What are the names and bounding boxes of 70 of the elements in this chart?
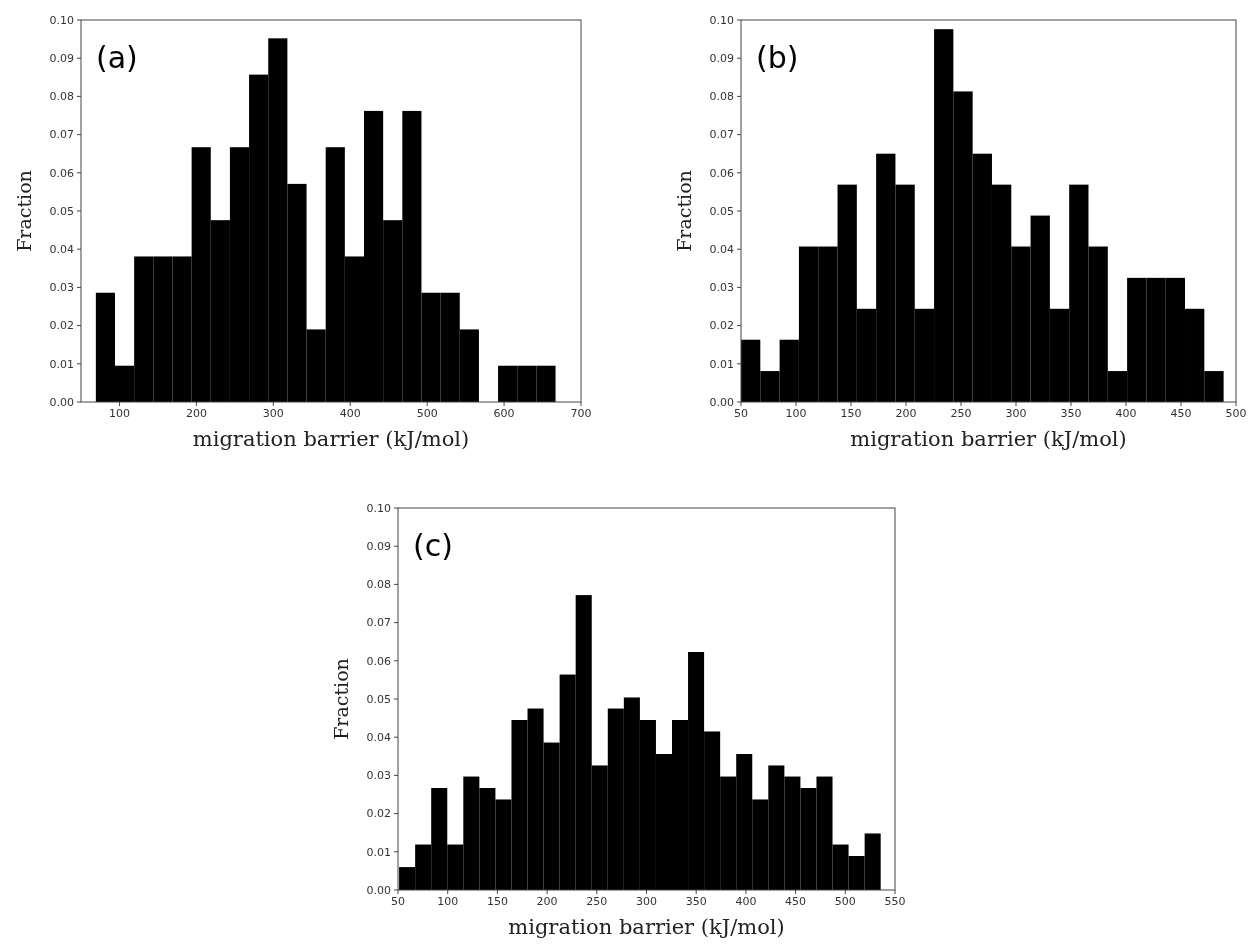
y-tick-label: 0.06 <box>49 166 74 180</box>
annotation: (a) <box>96 40 138 75</box>
y-tick-label: 0.05 <box>709 204 734 218</box>
x-tick-label: 100 <box>108 407 130 420</box>
y-tick-label: 0.09 <box>709 52 734 66</box>
x-tick-label: 150 <box>486 895 508 908</box>
x-tick-label: 700 <box>570 407 592 420</box>
y-tick-label: 0.00 <box>366 883 391 897</box>
y-tick-label: 0.03 <box>709 281 734 295</box>
x-tick-label: 200 <box>536 895 558 908</box>
x-tick-label: 250 <box>586 895 608 908</box>
x-tick-label: 250 <box>950 407 972 420</box>
y-tick-label: 0.09 <box>366 540 391 554</box>
y-tick-label: 0.05 <box>49 204 74 218</box>
x-tick-label: 300 <box>262 407 284 420</box>
x-tick-label: 50 <box>391 895 405 908</box>
x-tick-label: 300 <box>1005 407 1027 420</box>
x-tick-label: 50 <box>734 407 748 420</box>
y-tick-label: 0.04 <box>49 243 74 257</box>
x-tick-label: 600 <box>493 407 515 420</box>
x-tick-label: 100 <box>785 407 807 420</box>
y-tick-label: 0.05 <box>366 692 391 706</box>
x-tick-label: 500 <box>1225 407 1247 420</box>
y-tick-label: 0.02 <box>366 807 391 821</box>
y-tick-label: 0.07 <box>49 128 74 142</box>
x-tick-label: 450 <box>1170 407 1192 420</box>
x-tick-label: 500 <box>834 895 856 908</box>
y-tick-label: 0.09 <box>49 52 74 66</box>
x-tick-label: 450 <box>785 895 807 908</box>
y-tick-label: 0.02 <box>709 319 734 333</box>
y-tick-label: 0.06 <box>709 166 734 180</box>
y-tick-label: 0.04 <box>709 243 734 257</box>
y-tick-label: 0.04 <box>366 731 391 745</box>
y-tick-label: 0.08 <box>709 90 734 104</box>
y-tick-label: 0.03 <box>366 769 391 783</box>
y-tick-label: 0.10 <box>709 13 734 27</box>
x-tick-label: 400 <box>339 407 361 420</box>
y-tick-label: 0.01 <box>366 845 391 859</box>
y-tick-label: 0.03 <box>49 281 74 295</box>
x-tick-label: 350 <box>1060 407 1082 420</box>
y-axis-title: Fraction <box>673 170 695 252</box>
y-tick-label: 0.07 <box>366 616 391 630</box>
x-tick-label: 550 <box>884 895 906 908</box>
x-tick-label: 400 <box>735 895 757 908</box>
x-tick-label: 200 <box>185 407 207 420</box>
y-tick-label: 0.07 <box>709 128 734 142</box>
y-axis-title: Fraction <box>13 170 35 252</box>
x-axis-title: migration barrier (kJ/mol) <box>850 427 1127 451</box>
y-tick-label: 0.01 <box>49 357 74 371</box>
y-tick-label: 0.08 <box>366 578 391 592</box>
y-tick-label: 0.06 <box>366 654 391 668</box>
x-tick-label: 300 <box>636 895 657 908</box>
x-tick-label: 400 <box>1115 407 1137 420</box>
annotation: (c) <box>413 528 453 563</box>
x-tick-label: 500 <box>416 407 438 420</box>
y-tick-label: 0.01 <box>709 357 734 371</box>
y-tick-label: 0.02 <box>49 319 74 333</box>
y-tick-label: 0.10 <box>49 13 74 27</box>
x-tick-label: 350 <box>685 895 707 908</box>
x-tick-label: 100 <box>437 895 459 908</box>
y-axis-title: Fraction <box>330 658 352 740</box>
y-tick-label: 0.00 <box>709 395 734 409</box>
x-axis-title: migration barrier (kJ/mol) <box>508 915 785 939</box>
x-axis-title: migration barrier (kJ/mol) <box>192 427 470 451</box>
x-tick-label: 200 <box>895 407 917 420</box>
y-tick-label: 0.08 <box>49 90 74 104</box>
y-tick-label: 0.10 <box>366 501 391 515</box>
x-tick-label: 150 <box>840 407 862 420</box>
annotation: (b) <box>756 40 799 75</box>
y-tick-label: 0.00 <box>49 395 74 409</box>
